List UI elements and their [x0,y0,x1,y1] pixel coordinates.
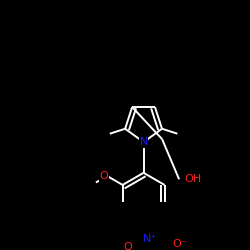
Text: O: O [123,242,132,250]
Text: O: O [100,171,108,181]
Text: N⁺: N⁺ [143,234,157,244]
Text: N: N [140,137,148,147]
Text: OH: OH [184,174,201,184]
Text: O⁻: O⁻ [173,239,187,249]
